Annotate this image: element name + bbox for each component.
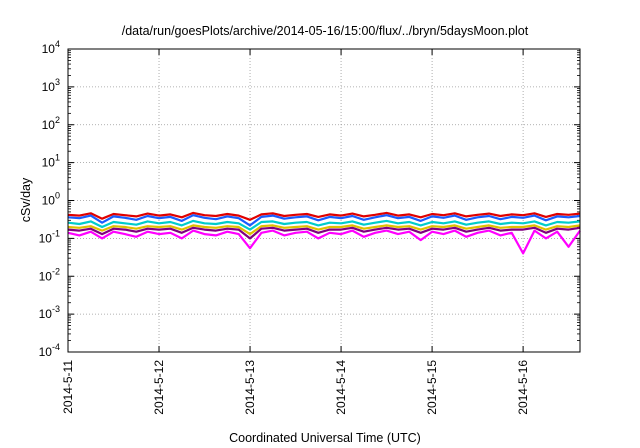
y-tick-base: 10 <box>42 156 56 170</box>
series-line <box>67 219 581 231</box>
x-tick-labels: 2014-5-11 2014-5-12 2014-5-13 2014-5-14 2014… <box>61 360 530 415</box>
x-tick-label: 2014-5-12 <box>152 360 166 415</box>
series-line <box>67 214 581 227</box>
y-axis-label: cSv/day <box>19 177 33 222</box>
y-tick-label: 10-2 <box>39 266 60 283</box>
y-tick-base: 10 <box>42 42 56 56</box>
x-tick-label: 2014-5-15 <box>425 360 439 415</box>
y-tick-exponent: -2 <box>52 266 60 276</box>
series-line <box>67 226 581 240</box>
y-tick-label: 10-1 <box>39 228 60 245</box>
y-tick-label: 102 <box>42 115 60 132</box>
y-tick-exponent: 2 <box>55 115 60 125</box>
y-tick-exponent: 4 <box>55 39 60 49</box>
y-tick-base: 10 <box>39 231 53 245</box>
y-tick-exponent: -3 <box>52 304 60 314</box>
x-tick-label: 2014-5-11 <box>61 360 75 414</box>
y-tick-label: 10-3 <box>39 304 60 321</box>
y-tick-exponent: -4 <box>52 342 60 352</box>
y-tick-exponent: 3 <box>55 77 60 87</box>
y-tick-exponent: 1 <box>55 153 60 163</box>
y-tick-base: 10 <box>42 194 56 208</box>
series-line <box>67 211 581 221</box>
y-tick-base: 10 <box>39 269 53 283</box>
y-tick-base: 10 <box>42 80 56 94</box>
y-tick-label: 100 <box>42 191 60 208</box>
y-tick-base: 10 <box>39 307 53 321</box>
y-tick-base: 10 <box>42 118 56 132</box>
series-line <box>67 229 581 255</box>
x-tick-label: 2014-5-13 <box>243 360 257 415</box>
plot-frame <box>67 48 581 353</box>
y-tick-label: 104 <box>42 39 60 56</box>
series-line <box>67 224 581 236</box>
series-group <box>67 211 581 255</box>
y-tick-exponent: -1 <box>52 228 60 238</box>
x-tick-label: 2014-5-16 <box>516 360 530 415</box>
y-tick-exponent: 0 <box>55 191 60 201</box>
x-tick-label: 2014-5-14 <box>334 360 348 415</box>
y-tick-label: 103 <box>42 77 60 94</box>
x-axis-label: Coordinated Universal Time (UTC) <box>229 431 421 445</box>
grid <box>67 48 580 353</box>
y-tick-label: 101 <box>42 153 60 170</box>
y-tick-label: 10-4 <box>39 342 60 359</box>
y-tick-base: 10 <box>39 345 53 359</box>
chart-title: /data/run/goesPlots/archive/2014-05-16/1… <box>122 24 529 38</box>
